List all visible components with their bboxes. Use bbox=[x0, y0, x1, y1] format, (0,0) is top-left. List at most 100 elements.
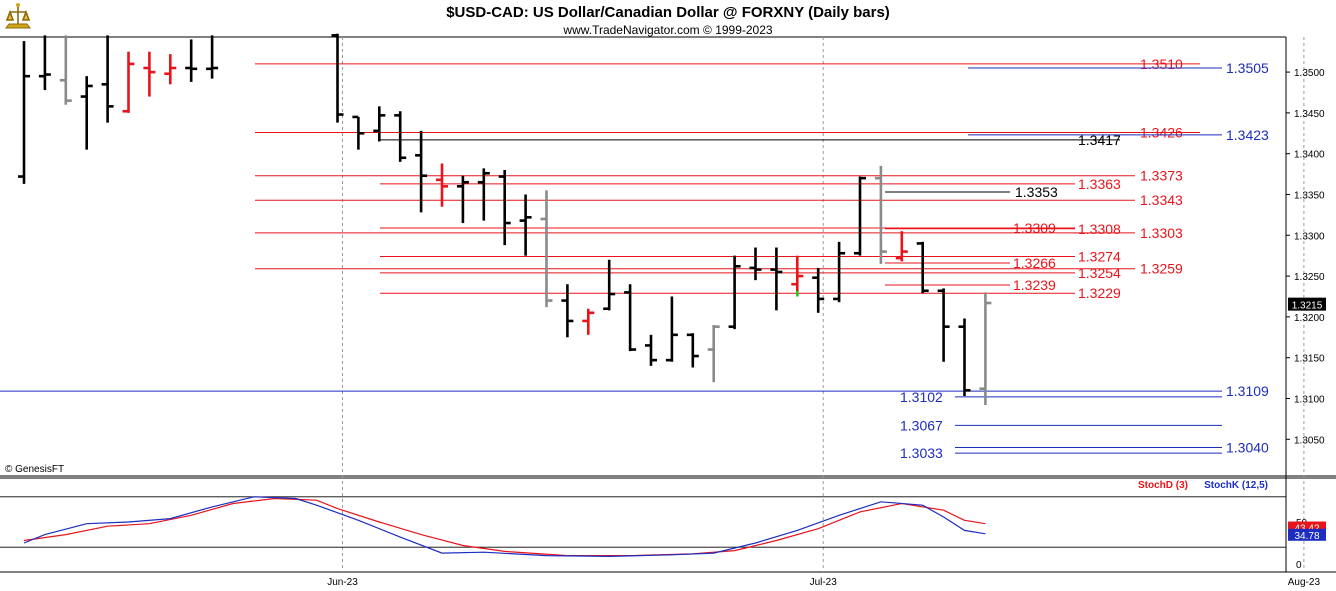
chart-subtitle: www.TradeNavigator.com © 1999-2023 bbox=[562, 23, 772, 37]
price-bar-10 bbox=[331, 33, 344, 123]
price-tick-label-8: 1.3450 bbox=[1294, 109, 1325, 120]
price-bar-15 bbox=[436, 163, 448, 207]
price-bar-9 bbox=[206, 35, 219, 79]
level-label-2: 1.3426 bbox=[1140, 124, 1183, 140]
level-label-20: 1.3067 bbox=[900, 417, 943, 433]
price-tick-label-3: 1.3200 bbox=[1294, 313, 1325, 324]
level-label-11: 1.3303 bbox=[1140, 225, 1183, 241]
price-bar-13 bbox=[394, 111, 407, 162]
price-tick-label-2: 1.3150 bbox=[1294, 354, 1325, 365]
level-label-19: 1.3102 bbox=[900, 389, 943, 405]
price-panel-frame bbox=[0, 36, 1336, 573]
level-label-22: 1.3033 bbox=[900, 445, 943, 461]
price-bar-24 bbox=[624, 284, 637, 352]
price-bar-2 bbox=[59, 35, 72, 105]
price-bar-11 bbox=[352, 115, 365, 150]
price-bar-28 bbox=[707, 325, 720, 383]
price-tick-label-9: 1.3500 bbox=[1294, 68, 1325, 79]
price-bar-39 bbox=[937, 288, 950, 362]
level-label-17: 1.3229 bbox=[1078, 285, 1121, 301]
level-label-13: 1.3266 bbox=[1013, 255, 1056, 271]
price-bar-40 bbox=[958, 318, 971, 397]
date-gridlines bbox=[342, 37, 1305, 572]
price-bar-27 bbox=[686, 333, 699, 368]
price-tick-label-0: 1.3050 bbox=[1294, 435, 1325, 446]
stoch-line-1 bbox=[23, 496, 986, 558]
price-bar-21 bbox=[561, 284, 574, 338]
price-bar-33 bbox=[812, 267, 825, 313]
fibonacci-levels: 1.3510 1.3505 1.3426 1.3423 1.3417 1.3373 1.33… bbox=[0, 56, 1269, 461]
chart-title: $USD-CAD: US Dollar/Canadian Dollar @ FO… bbox=[446, 4, 890, 21]
level-label-6: 1.3363 bbox=[1078, 176, 1121, 192]
price-bar-29 bbox=[728, 255, 741, 330]
date-label-2: Aug-23 bbox=[1288, 577, 1321, 588]
level-label-4: 1.3417 bbox=[1078, 132, 1121, 148]
price-bar-31 bbox=[770, 247, 783, 311]
price-bar-35 bbox=[854, 176, 866, 256]
price-tick-label-4: 1.3250 bbox=[1294, 272, 1325, 283]
price-axis: 1.3050 1.3100 1.3150 1.3200 1.3250 1.3300 1.33… bbox=[1286, 68, 1325, 446]
level-label-0: 1.3510 bbox=[1140, 56, 1183, 72]
price-bar-16 bbox=[456, 175, 469, 224]
price-tick-label-6: 1.3350 bbox=[1294, 190, 1325, 201]
price-tick-label-1: 1.3100 bbox=[1294, 394, 1325, 405]
price-bar-30 bbox=[749, 247, 762, 281]
price-bar-22 bbox=[582, 308, 595, 335]
price-bar-41 bbox=[979, 292, 992, 406]
price-bar-0 bbox=[18, 41, 30, 184]
trade-navigator-logo-icon bbox=[3, 2, 35, 32]
price-bar-18 bbox=[498, 170, 511, 246]
price-bar-8 bbox=[185, 39, 198, 82]
genesis-watermark: © GenesisFT bbox=[5, 464, 64, 475]
stoch-last-box-1 bbox=[1288, 528, 1326, 541]
level-label-9: 1.3309 bbox=[1013, 220, 1056, 236]
level-label-15: 1.3254 bbox=[1078, 265, 1121, 281]
price-bar-37 bbox=[895, 231, 908, 262]
level-label-10: 1.3308 bbox=[1078, 221, 1121, 237]
price-bar-1 bbox=[38, 35, 51, 91]
level-label-18: 1.3109 bbox=[1226, 383, 1269, 399]
level-label-21: 1.3040 bbox=[1226, 439, 1269, 455]
last-price-label: 1.3215 bbox=[1292, 301, 1323, 312]
price-bar-5 bbox=[122, 51, 135, 113]
stoch-tick-label-0: 0 bbox=[1296, 560, 1302, 571]
price-bar-20 bbox=[540, 190, 553, 308]
stochd-legend: StochD (3) bbox=[1138, 480, 1188, 491]
price-tick-label-5: 1.3300 bbox=[1294, 231, 1325, 242]
date-axis: Jun-23 Jul-23 Aug-23 bbox=[327, 577, 1320, 588]
price-bar-17 bbox=[477, 168, 490, 221]
price-bar-7 bbox=[164, 54, 177, 85]
price-bar-25 bbox=[645, 334, 657, 366]
level-label-16: 1.3239 bbox=[1013, 277, 1056, 293]
stoch-line-0 bbox=[23, 497, 986, 557]
price-bar-26 bbox=[665, 296, 678, 362]
level-label-14: 1.3259 bbox=[1140, 261, 1183, 277]
level-label-12: 1.3274 bbox=[1078, 249, 1121, 265]
price-bar-36 bbox=[874, 165, 887, 264]
stoch-last-value-1: 34.78 bbox=[1294, 531, 1319, 542]
level-label-1: 1.3505 bbox=[1226, 60, 1269, 76]
price-bar-23 bbox=[603, 259, 616, 311]
price-bar-6 bbox=[143, 51, 156, 97]
stochk-legend: StochK (12,5) bbox=[1204, 480, 1268, 491]
level-label-8: 1.3343 bbox=[1140, 192, 1183, 208]
last-price-marker: 1.3215 bbox=[1288, 297, 1326, 312]
price-bar-12 bbox=[373, 106, 386, 142]
price-bar-19 bbox=[519, 194, 532, 256]
price-bar-32 bbox=[791, 255, 804, 297]
date-label-0: Jun-23 bbox=[327, 577, 358, 588]
date-label-1: Jul-23 bbox=[810, 577, 838, 588]
level-label-7: 1.3353 bbox=[1015, 184, 1058, 200]
price-bar-14 bbox=[415, 130, 428, 213]
level-label-5: 1.3373 bbox=[1140, 168, 1183, 184]
price-bar-34 bbox=[833, 241, 846, 303]
price-bar-38 bbox=[916, 241, 929, 294]
level-label-3: 1.3423 bbox=[1226, 127, 1269, 143]
price-bars bbox=[18, 33, 992, 406]
price-bar-4 bbox=[101, 35, 114, 123]
price-tick-label-7: 1.3400 bbox=[1294, 150, 1325, 161]
price-bar-3 bbox=[80, 76, 93, 150]
stochastic-panel: 05043.4234.78 bbox=[0, 496, 1326, 571]
